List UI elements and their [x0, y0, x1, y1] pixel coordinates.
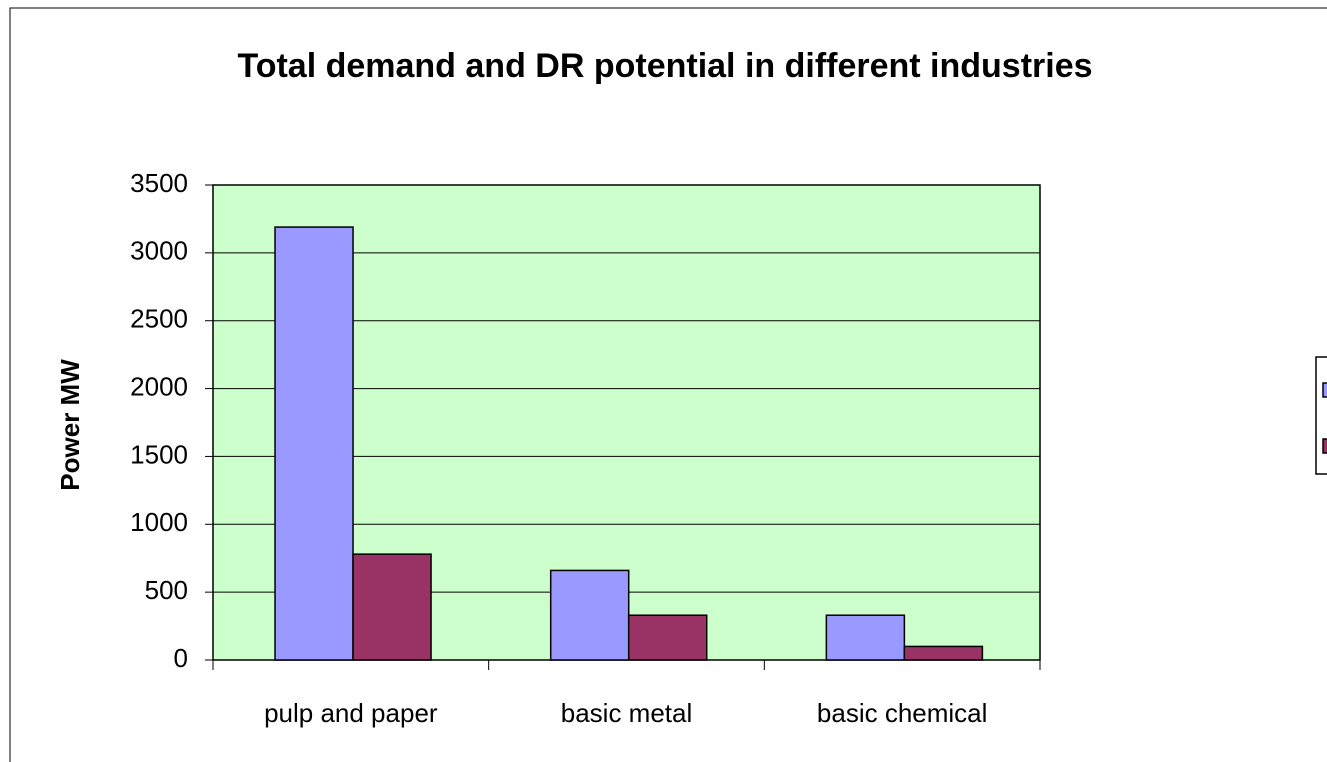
- x-tick-label: basic chemical: [817, 698, 988, 728]
- bar: [825, 614, 906, 661]
- legend-box: [1315, 356, 1327, 475]
- bar: [274, 226, 354, 661]
- y-tick-label: 0: [174, 643, 188, 673]
- y-tick-label: 3500: [130, 168, 188, 198]
- y-tick-label: 2500: [130, 304, 188, 334]
- legend-swatch: [1322, 382, 1327, 398]
- x-tick-label: basic metal: [561, 698, 693, 728]
- y-tick-label: 500: [145, 575, 188, 605]
- y-tick-label: 2000: [130, 371, 188, 401]
- y-tick-label: 3000: [130, 236, 188, 266]
- bar: [627, 614, 708, 661]
- bar: [549, 569, 630, 661]
- bar: [903, 645, 984, 661]
- legend-swatch: [1322, 438, 1327, 454]
- x-tick-label: pulp and paper: [264, 698, 438, 728]
- chart-title: Total demand and DR potential in differe…: [237, 47, 1092, 85]
- bar: [352, 553, 432, 661]
- y-tick-label: 1000: [130, 507, 188, 537]
- y-axis-label: Power MW: [55, 359, 85, 491]
- y-tick-label: 1500: [130, 439, 188, 469]
